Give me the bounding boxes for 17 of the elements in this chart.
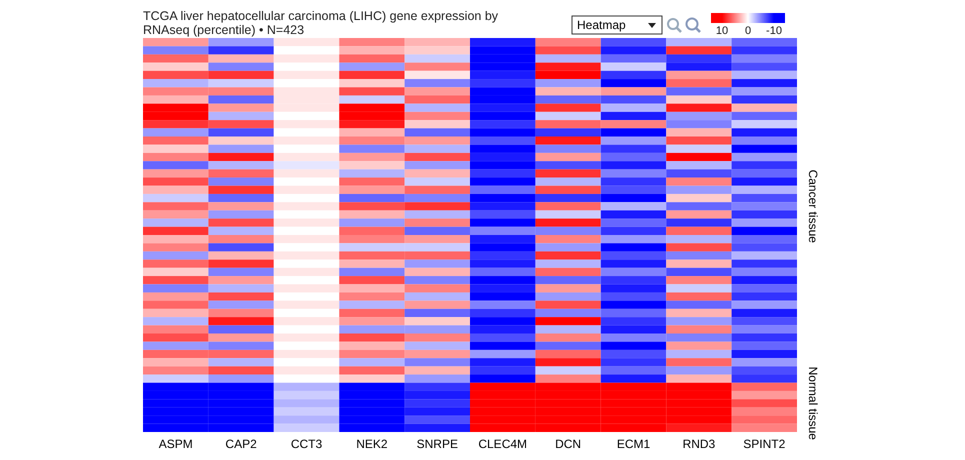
chart-title: TCGA liver hepatocellular carcinoma (LIHC) gene expression by RNAseq (percentile) • N=423 [143, 9, 499, 37]
x-tick-label: RND3 [682, 437, 716, 451]
x-tick-label: DCN [555, 437, 582, 451]
x-tick-label: SPINT2 [743, 437, 786, 451]
x-tick-label: CLEC4M [478, 437, 528, 451]
y2-tick-label: Normal tissue [806, 366, 820, 440]
x-tick-label: NEK2 [356, 437, 388, 451]
x-tick-label: SNRPE [416, 437, 458, 451]
x-tick-label: ECM1 [616, 437, 650, 451]
y2-tick-label: Cancer tissue [806, 170, 820, 244]
x-tick-label: ASPM [158, 437, 193, 451]
color-bar-label: 10 [716, 25, 728, 37]
text: Heatmap [577, 18, 626, 32]
x-tick-label: CAP2 [225, 437, 258, 451]
x-tick-label: CCT3 [290, 437, 322, 451]
color-bar-label: -10 [766, 25, 782, 37]
color-bar-label: 0 [744, 25, 752, 37]
